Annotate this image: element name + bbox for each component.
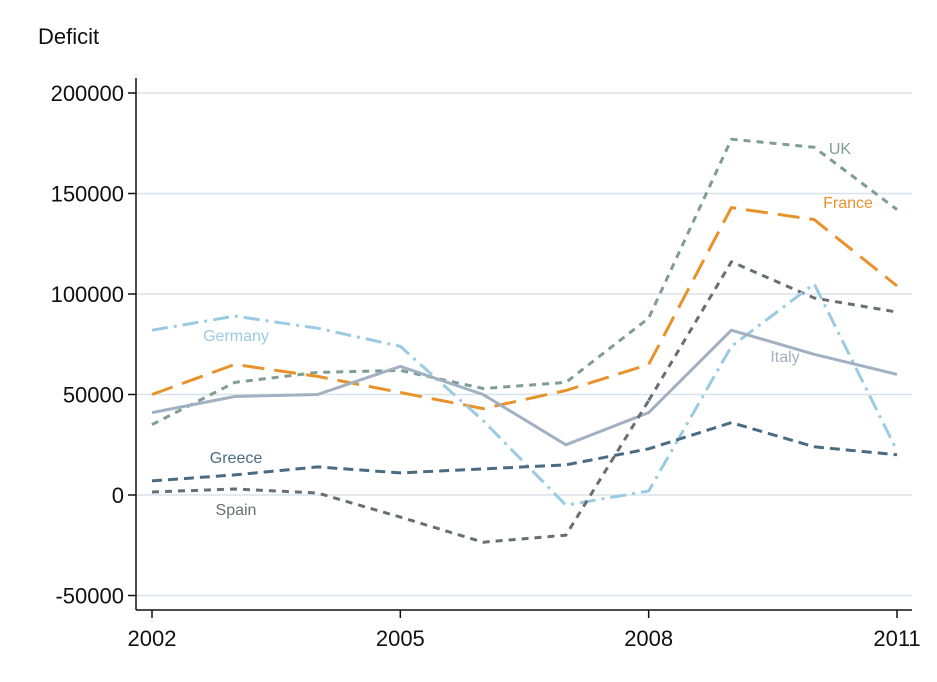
y-tick-label: 50000 bbox=[63, 383, 124, 408]
series-label-france: France bbox=[823, 195, 873, 212]
y-tick-label: 0 bbox=[112, 483, 124, 508]
y-tick-label: 200000 bbox=[51, 81, 124, 106]
x-tick-label: 2002 bbox=[128, 626, 177, 651]
series-label-spain: Spain bbox=[216, 502, 257, 519]
x-tick-label: 2008 bbox=[624, 626, 673, 651]
series-label-greece: Greece bbox=[210, 450, 263, 467]
series-line-unlabeled-2 bbox=[647, 260, 898, 402]
series-line-greece bbox=[151, 421, 898, 483]
series-line-france bbox=[151, 206, 898, 411]
y-tick-label: -50000 bbox=[55, 584, 124, 609]
series-label-uk: UK bbox=[829, 141, 852, 158]
series-line-spain bbox=[151, 399, 650, 544]
series-label-germany: Germany bbox=[203, 328, 269, 345]
x-tick-label: 2011 bbox=[873, 626, 920, 651]
series-line-italy bbox=[151, 328, 898, 447]
series-label-italy: Italy bbox=[770, 349, 799, 366]
y-tick-label: 150000 bbox=[51, 182, 124, 207]
y-tick-label: 100000 bbox=[51, 282, 124, 307]
series-labels: UK France Germany Italy Greece Spain bbox=[203, 141, 873, 519]
axes: -50000 0 50000 100000 150000 200000 2002 2005 20… bbox=[51, 78, 921, 651]
x-tick-label: 2005 bbox=[376, 626, 425, 651]
y-axis-title: Deficit bbox=[38, 24, 99, 49]
series-line-germany bbox=[151, 282, 899, 507]
series-line-uk bbox=[151, 137, 898, 426]
series-lines bbox=[151, 137, 899, 544]
